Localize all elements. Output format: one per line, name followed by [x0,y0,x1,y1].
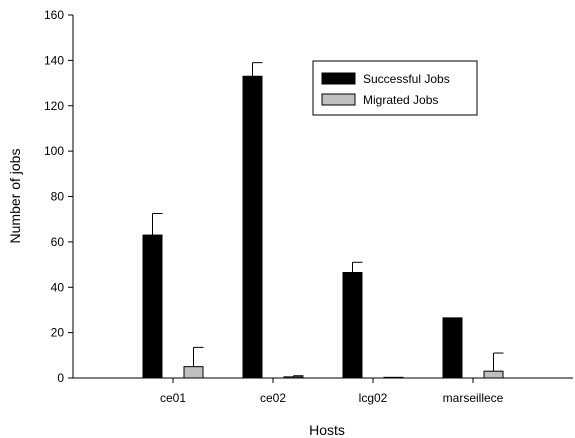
axes-layer: ce01 ce02 lcg02 marseillece 0 20 40 60 80 100 120 1… [44,8,573,405]
bar-successful-ce01 [142,234,163,379]
x-tick-label-marseillece: marseillece [443,391,504,405]
y-tick-label-160: 160 [44,8,64,22]
bars-layer [142,75,504,379]
bar-migrated-ce01 [183,366,204,379]
y-tick-label-0: 0 [57,371,64,385]
x-tick-label-ce02: ce02 [260,391,286,405]
y-tick-label-120: 120 [44,99,64,113]
bar-migrated-marseillece [483,370,504,379]
legend-box [312,60,478,116]
legend-label-successful: Successful Jobs [363,72,450,86]
y-tick-label-80: 80 [51,190,65,204]
bar-successful-marseillece [442,317,463,379]
y-axis-title: Number of jobs [7,149,23,244]
y-tick-label-60: 60 [51,235,65,249]
y-tick-label-100: 100 [44,144,64,158]
x-tick-label-ce01: ce01 [160,391,186,405]
legend: Successful Jobs Migrated Jobs [312,60,478,116]
bar-successful-lcg02 [342,272,363,379]
legend-swatch-migrated [321,93,356,106]
x-tick-label-lcg02: lcg02 [359,391,388,405]
error-bars-layer [152,62,504,377]
bar-successful-ce02 [242,75,263,379]
y-tick-label-20: 20 [51,326,65,340]
x-axis-title: Hosts [309,422,345,438]
legend-swatch-successful [321,72,356,85]
legend-label-migrated: Migrated Jobs [363,93,438,107]
y-tick-label-40: 40 [51,280,65,294]
y-tick-label-140: 140 [44,53,64,67]
